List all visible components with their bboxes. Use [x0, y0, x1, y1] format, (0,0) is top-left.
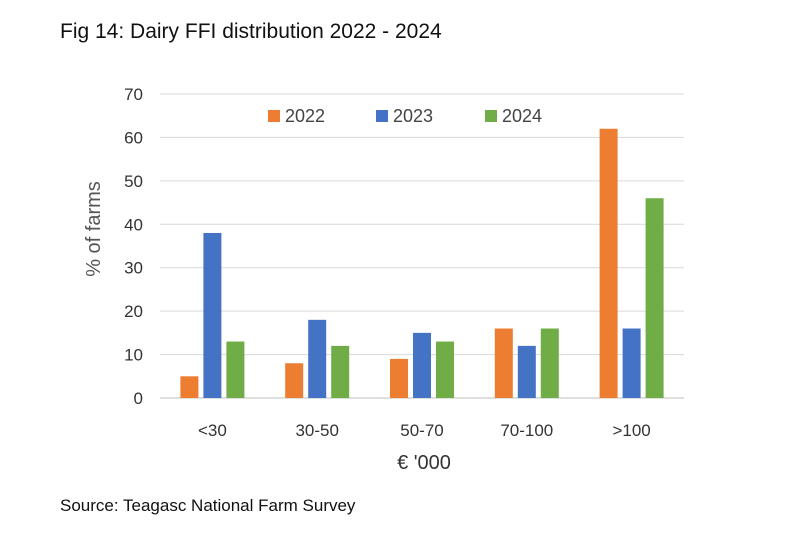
x-tick-label: 30-50 [295, 421, 338, 440]
bar-2022-3 [494, 328, 513, 398]
bar-2023-4 [622, 328, 641, 398]
legend-label: 2022 [285, 106, 325, 126]
bar-2024-1 [331, 345, 350, 398]
bar-2022-4 [599, 128, 618, 398]
bar-2022-1 [285, 363, 304, 398]
bar-2024-4 [645, 198, 664, 398]
bar-2022-0 [180, 376, 199, 398]
x-tick-label: >100 [612, 421, 650, 440]
bar-2023-3 [517, 345, 536, 398]
y-tick-label: 10 [124, 346, 143, 365]
y-tick-label: 0 [134, 389, 143, 408]
y-tick-label: 50 [124, 172, 143, 191]
bar-2023-0 [203, 232, 222, 398]
legend-label: 2024 [502, 106, 542, 126]
x-axis-ticks: <30 30-50 50-70 70-100 >100 [198, 421, 651, 440]
bar-2024-3 [540, 328, 559, 398]
legend: 2022 2023 2024 [268, 106, 542, 126]
y-axis-title: % of farms [83, 181, 105, 277]
figure-title: Fig 14: Dairy FFI distribution 2022 - 20… [60, 20, 442, 43]
legend-swatch-2024 [485, 110, 497, 122]
bar-2024-0 [226, 341, 245, 398]
bar-2024-2 [436, 341, 454, 398]
x-axis-title: € '000 [397, 452, 451, 474]
x-tick-label: 50-70 [400, 421, 443, 440]
y-axis-ticks: 0 10 20 30 40 50 60 70 [124, 85, 143, 408]
bars [180, 128, 664, 398]
bar-2023-2 [413, 332, 431, 398]
bar-2023-1 [308, 319, 327, 398]
bar-2022-2 [390, 358, 408, 398]
y-tick-label: 70 [124, 85, 143, 104]
legend-swatch-2022 [268, 110, 280, 122]
x-tick-label: 70-100 [500, 421, 553, 440]
legend-label: 2023 [393, 106, 433, 126]
legend-swatch-2023 [376, 110, 388, 122]
x-tick-label: <30 [198, 421, 227, 440]
y-tick-label: 40 [124, 215, 143, 234]
y-tick-label: 30 [124, 259, 143, 278]
source-note: Source: Teagasc National Farm Survey [60, 496, 356, 515]
y-tick-label: 20 [124, 302, 143, 321]
y-tick-label: 60 [124, 128, 143, 147]
